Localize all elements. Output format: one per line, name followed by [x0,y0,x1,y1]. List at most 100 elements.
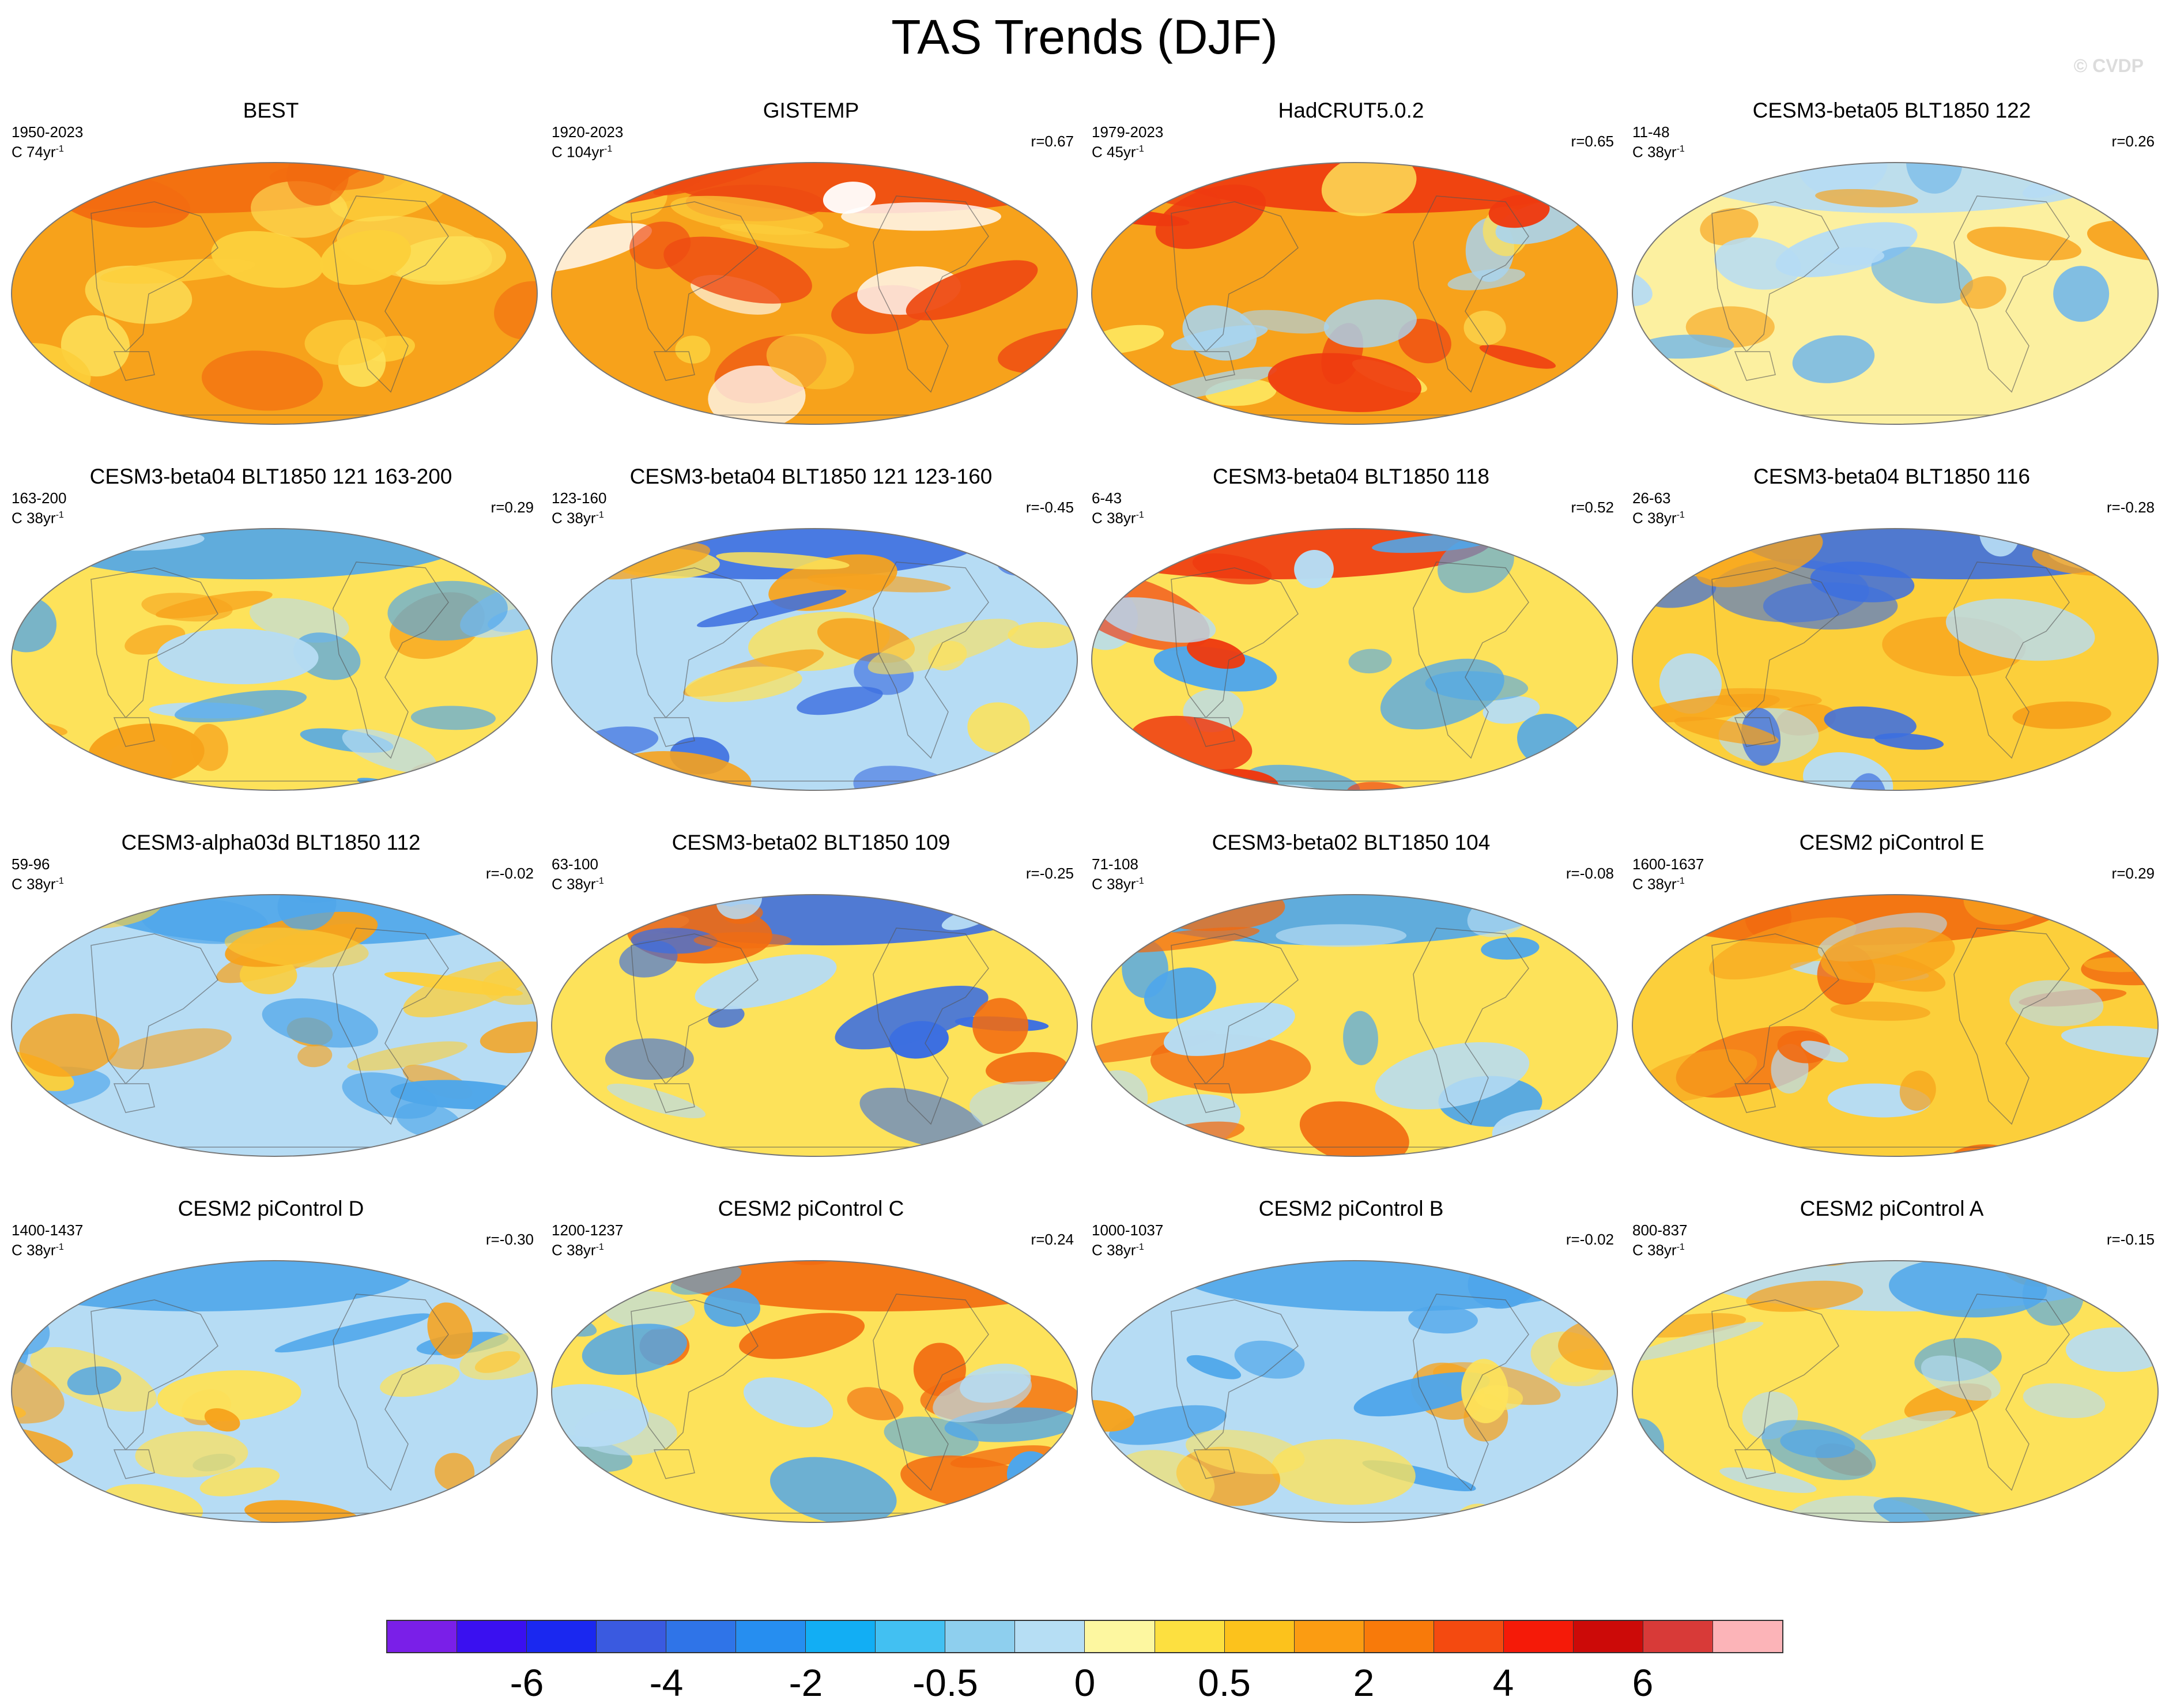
anomaly-region [78,783,191,791]
anomaly-region [1343,1011,1378,1065]
anomaly-region [1144,967,1216,1019]
anomaly-region [719,224,850,248]
anomaly-region [933,1371,1032,1423]
panel-units-text: C 38yr [552,1241,596,1259]
anomaly-region [1824,706,1917,740]
anomaly-region [1821,927,1955,983]
colorbar [386,1620,1783,1653]
anomaly-region [286,163,349,206]
anomaly-region [1348,648,1392,674]
map-border [11,162,538,425]
coastline [1711,561,2070,790]
anomaly-region [797,687,883,715]
anomaly-region [342,729,437,773]
panel-title: CESM2 piControl E [1799,831,1985,854]
colorbar-tick-label: 4 [1492,1661,1514,1704]
panel-units: C 38yr-1 [552,507,604,527]
anomaly-region [2053,266,2110,322]
panel-units-text: C 38yr [1632,1241,1677,1259]
anomaly-region [384,971,523,996]
anomaly-region [1635,693,1780,723]
figure-title: TAS Trends (DJF) [891,10,1278,64]
panel-correlation: r=-0.02 [1566,1231,1614,1248]
anomaly-region [1632,367,1652,422]
anomaly-region [274,1313,431,1353]
map-panel: CESM2 piControl A 800-837 C 38yr-1 r=-0.15 [1621,1196,2163,1559]
anomaly-region [12,1050,74,1091]
colorbar-tick-label: -2 [789,1661,823,1704]
panel-units-text: C 38yr [12,509,56,527]
anomaly-region [2061,1025,2158,1059]
panel-units: C 38yr-1 [1092,507,1144,527]
coastline [1171,927,1529,1156]
anomaly-region [12,1348,65,1424]
anomaly-region [1871,247,1974,304]
anomaly-region [708,365,806,424]
units-exponent: -1 [595,876,604,886]
units-exponent: -1 [55,1242,64,1252]
panel-period: 1400-1437 [12,1221,84,1239]
panel-title: CESM3-alpha03d BLT1850 112 [121,831,421,854]
anomaly-region [552,1099,571,1154]
colorbar-swatch [1503,1621,1574,1652]
colorbar-swatch [1643,1621,1713,1652]
anomaly-region [1008,621,1076,648]
colorbar-tick-label: 0.5 [1198,1661,1251,1704]
anomaly-region [605,1038,694,1080]
anomaly-region [693,932,792,949]
panel-period: 1950-2023 [12,123,84,141]
anomaly-region [1815,188,1918,208]
map-border [1632,528,2159,791]
anomaly-region [199,1467,280,1496]
map-panel: CESM3-alpha03d BLT1850 112 59-96 C 38yr-1 r… [0,830,542,1193]
colorbar-swatch [876,1621,946,1652]
anomaly-region [380,1364,460,1397]
map-panel: CESM2 piControl B 1000-1037 C 38yr-1 r=-0.0… [1080,1196,1622,1559]
anomaly-region [807,573,951,593]
map-border [551,1260,1078,1523]
panel-units: C 38yr-1 [1092,1239,1144,1259]
map-border [1632,1260,2159,1523]
trend-map [1091,1260,1618,1523]
anomaly-region [823,182,876,214]
coastline [1171,1294,1529,1522]
panel-title: CESM2 piControl C [718,1197,904,1220]
colorbar-swatch [387,1621,458,1652]
anomaly-region [1695,529,1823,587]
panel-period: 800-837 [1632,1221,1688,1239]
trend-map [1632,1260,2159,1523]
anomaly-region [629,221,691,269]
anomaly-region [1474,1385,1523,1411]
anomaly-region [670,195,824,235]
panel-correlation: r=0.65 [1571,133,1614,150]
anomaly-region [739,1313,865,1359]
trend-map [1632,162,2159,425]
units-exponent: -1 [604,144,613,154]
anomaly-region [1823,247,1885,266]
panel-period: 11-48 [1632,123,1670,141]
anomaly-region [1163,1002,1295,1056]
anomaly-region [847,1387,904,1420]
anomaly-region [1556,895,1617,907]
anomaly-region [1488,194,1550,228]
anomaly-region [1488,788,1552,791]
anomaly-region [1700,208,1759,246]
anomaly-region [19,1013,120,1077]
map-panel: HadCRUT5.0.2 1979-2023 C 45yr-1 r=0.65 [1080,98,1622,461]
panel-period: 59-96 [12,855,50,873]
anomaly-region [1268,353,1421,412]
panel-title: HadCRUT5.0.2 [1278,99,1424,122]
coastline [90,561,449,790]
anomaly-region [1234,1340,1305,1379]
anomaly-region [1899,1070,1936,1111]
anomaly-region [304,319,387,365]
map-panel: BEST 1950-2023 C 74yr-1 [0,98,542,461]
colorbar-swatch [1573,1621,1643,1652]
trend-map [1632,894,2159,1157]
anomaly-region [1746,1280,1864,1312]
anomaly-region [685,666,802,702]
colorbar-swatch [597,1621,667,1652]
anomaly-region [1321,163,1417,216]
panel-units: C 38yr-1 [12,507,64,527]
anomaly-region [1860,1410,1956,1440]
